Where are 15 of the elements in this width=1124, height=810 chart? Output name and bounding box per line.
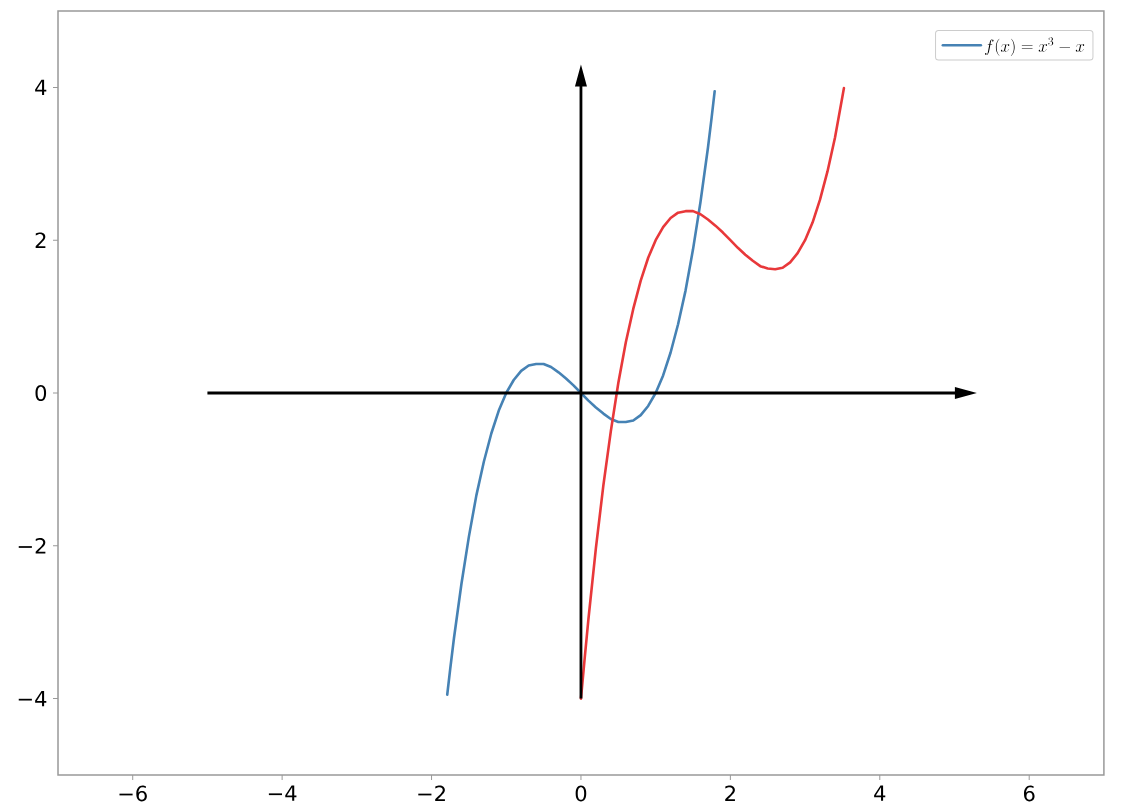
x-tick-label: −2 bbox=[418, 785, 445, 802]
x-tick-label: 0 bbox=[575, 785, 587, 802]
x-tick-label: 6 bbox=[1023, 785, 1035, 802]
y-tick-label: 0 bbox=[35, 385, 47, 401]
legend-label: $f(x) = x^{3} - x$ bbox=[985, 37, 1085, 56]
x-tick-label: 4 bbox=[874, 785, 886, 801]
y-tick-label: 4 bbox=[35, 79, 47, 96]
line-series bbox=[445, 89, 716, 697]
x-tick-label: −4 bbox=[268, 785, 297, 801]
y-tick-label: −4 bbox=[18, 690, 47, 707]
y-tick-label: 2 bbox=[35, 232, 46, 248]
x-tick-label: −6 bbox=[119, 785, 147, 802]
line-series bbox=[579, 86, 846, 700]
x-tick-label: 2 bbox=[725, 785, 735, 802]
y-tick-label: −2 bbox=[18, 537, 46, 554]
